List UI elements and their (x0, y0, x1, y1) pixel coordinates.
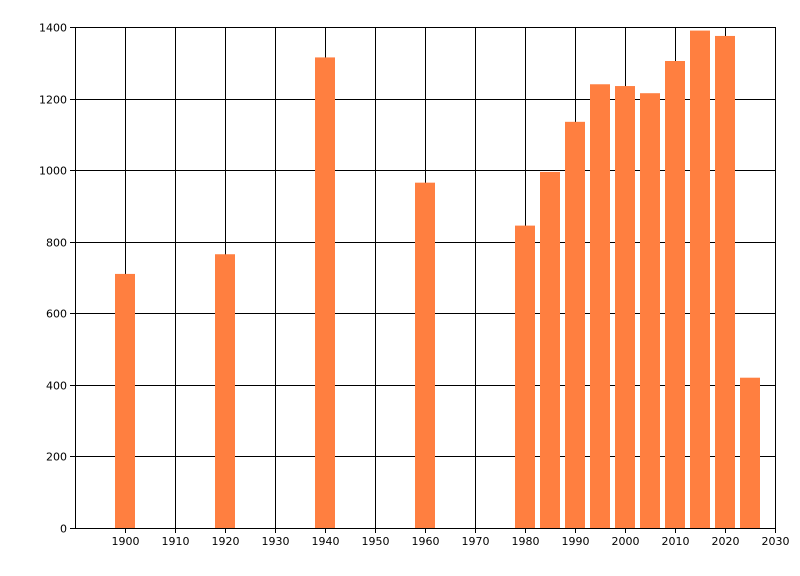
x-tick-label: 1920 (212, 535, 240, 548)
x-tick-label: 1950 (362, 535, 390, 548)
bar-2025 (740, 377, 760, 528)
bar-2000 (615, 86, 635, 529)
bars (115, 30, 760, 529)
x-tick-label: 2000 (612, 535, 640, 548)
bar-1995 (590, 84, 610, 528)
bar-1920 (215, 254, 235, 529)
x-tick-label: 1980 (512, 535, 540, 548)
y-tick-label: 600 (46, 308, 67, 321)
x-tick-label: 1960 (412, 535, 440, 548)
bar-2015 (690, 30, 710, 529)
bar-2005 (640, 93, 660, 528)
y-tick-label: 400 (46, 380, 67, 393)
axes (70, 27, 776, 533)
bar-1985 (540, 171, 560, 528)
x-tick-label: 1990 (562, 535, 590, 548)
x-tick-label: 1970 (462, 535, 490, 548)
bar-1940 (315, 57, 335, 529)
y-tick-label: 1400 (39, 22, 67, 35)
x-tick-label: 2030 (762, 535, 790, 548)
x-tick-label: 1900 (112, 535, 140, 548)
y-tick-label: 1200 (39, 94, 67, 107)
bar-2010 (665, 61, 685, 528)
y-tick-label: 800 (46, 237, 67, 250)
bar-1900 (115, 273, 135, 528)
x-tick-label: 2010 (662, 535, 690, 548)
bar-1990 (565, 121, 585, 528)
x-tick-label: 1940 (312, 535, 340, 548)
x-tick-label: 2020 (712, 535, 740, 548)
bar-1980 (515, 225, 535, 529)
y-tick-label: 0 (60, 523, 67, 536)
y-tick-label: 1000 (39, 165, 67, 178)
bar-2020 (715, 35, 735, 528)
tick-labels: 0 200 400 600 800 1000 1200 1400 1900 1910 1920 193… (39, 22, 790, 549)
bar-1960 (415, 182, 435, 529)
x-tick-label: 1930 (262, 535, 290, 548)
x-tick-label: 1910 (162, 535, 190, 548)
y-tick-label: 200 (46, 451, 67, 464)
